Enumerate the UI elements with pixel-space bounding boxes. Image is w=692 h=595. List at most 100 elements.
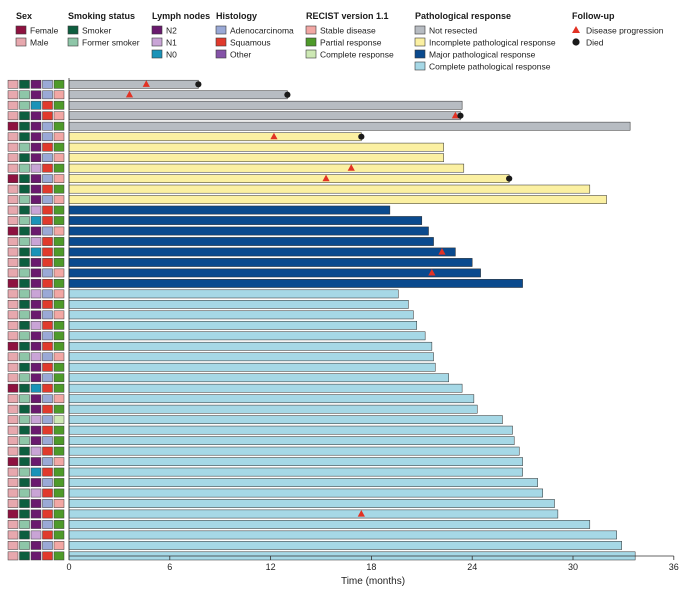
lymph-tile [30,310,42,320]
legend-group-title: Lymph nodes [152,11,210,21]
smoking-tile [19,415,30,425]
patient-bar [68,132,362,142]
sex-tile [7,373,19,383]
lymph-tile [30,90,42,100]
histology-tile [42,121,53,131]
histology-tile [42,174,53,183]
patient-bar [68,530,617,540]
recist-tile [53,258,65,267]
lymph-tile [30,100,42,110]
smoking-tile [19,404,30,414]
x-tick-label: 30 [568,562,578,572]
recist-tile [53,216,65,225]
recist-tile [53,111,65,121]
sex-tile [7,436,19,445]
sex-tile [7,499,19,508]
smoking-tile [19,436,30,445]
smoking-tile [19,279,30,288]
sex-tile [7,331,19,341]
histology-tile [42,457,53,466]
patient-bar [68,111,461,121]
smoking-tile [19,237,30,246]
legend-swatch-n2 [151,25,163,35]
lymph-tile [30,425,42,435]
x-axis: 0 6 12 18 24 30 36 [66,78,679,572]
lymph-tile [30,153,42,163]
legend-swatch-adenocarcinoma [215,25,227,35]
progression-marker [347,164,355,171]
smoking-tile [19,520,30,529]
smoking-tile [19,121,30,131]
legend-label-n1: N1 [166,38,177,48]
sex-tile [7,320,19,330]
lymph-tile [30,163,42,173]
x-tick-label: 0 [66,562,71,572]
legend-group-smoking-status: Smoking status Smoker Former smoker [67,11,140,48]
patient-row-tiles [7,373,65,383]
patient-bar [68,467,523,477]
histology-tile [42,279,53,288]
patient-row-tiles [7,415,65,425]
histology-tile [42,404,53,414]
smoking-tile [19,174,30,183]
patient-row-tiles [7,300,65,309]
patient-bar [68,520,591,529]
patient-row-tiles [7,111,65,121]
lymph-tile [30,478,42,487]
legend-label-former-smoker: Former smoker [82,38,140,48]
patient-row-tiles [7,383,65,393]
patient-bar [68,121,631,131]
patient-row-tiles [7,289,65,299]
lymph-tile [30,258,42,267]
smoking-tile [19,331,30,341]
lymph-tile [30,142,42,152]
smoking-tile [19,111,30,121]
legend-swatch-other [215,49,227,59]
recist-tile [53,352,65,362]
legend-swatch-incomplete-pathological-response [414,37,426,47]
histology-tile [42,362,53,372]
histology-tile [42,300,53,309]
histology-tile [42,425,53,435]
x-tick-label: 12 [266,562,276,572]
lymph-tile [30,499,42,508]
legend-label-not-resected: Not resected [429,26,477,36]
histology-tile [42,383,53,393]
recist-tile [53,247,65,257]
histology-tile [42,111,53,121]
progression-marker [125,90,134,98]
sex-tile [7,467,19,477]
smoking-tile [19,195,30,204]
sex-tile [7,310,19,320]
smoking-tile [19,352,30,362]
recist-tile [53,457,65,466]
lymph-tile [30,446,42,456]
sex-tile [7,541,19,550]
legend-swatch-major-pathological-response [414,49,426,59]
smoking-tile [19,90,30,100]
patient-bar [68,195,607,204]
smoking-tile [19,163,30,173]
sex-tile [7,258,19,267]
patient-bar [68,457,523,466]
recist-tile [53,499,65,508]
patient-bar [68,310,414,320]
lymph-tile [30,415,42,425]
sex-tile [7,478,19,487]
lymph-tile [30,226,42,236]
histology-tile [42,467,53,477]
recist-tile [53,279,65,288]
legend-swatch-former-smoker [67,37,79,47]
sex-tile [7,446,19,456]
patient-characteristic-tiles [7,79,65,561]
smoking-tile [19,373,30,383]
patient-row-tiles [7,142,65,152]
recist-tile [53,184,65,194]
histology-tile [42,79,53,89]
histology-tile [42,268,53,278]
lymph-tile [30,404,42,414]
smoking-tile [19,142,30,152]
smoking-tile [19,153,30,163]
smoking-tile [19,79,30,89]
patient-row-tiles [7,121,65,131]
